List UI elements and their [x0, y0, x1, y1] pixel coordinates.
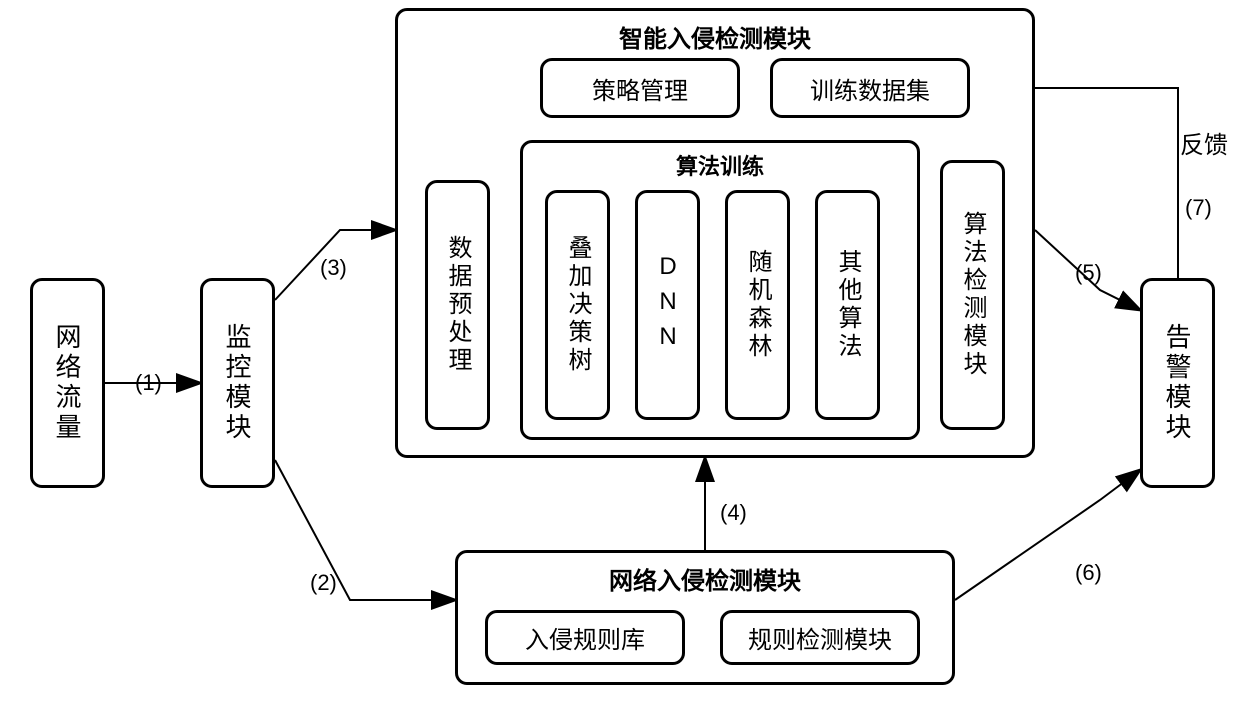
edge-label-5: (5): [1075, 260, 1102, 286]
node-stacked-tree-label: 叠加决策树: [560, 235, 595, 375]
node-algo-train-title: 算法训练: [676, 149, 764, 181]
node-dnn-label: DNN: [654, 253, 682, 358]
node-traffic: 网络流量: [30, 278, 105, 488]
node-train-dataset: 训练数据集: [770, 58, 970, 118]
node-algo-detect-label: 算法检测模块: [955, 211, 990, 379]
node-rule-lib-label: 入侵规则库: [525, 620, 645, 655]
edge-e6: [955, 470, 1140, 600]
edge-label-7-extra: 反馈: [1180, 125, 1228, 160]
node-stacked-tree: 叠加决策树: [545, 190, 610, 420]
node-alarm: 告警模块: [1140, 278, 1215, 488]
edge-label-3: (3): [320, 255, 347, 281]
node-rule-detect-label: 规则检测模块: [748, 620, 892, 655]
node-other-algo: 其他算法: [815, 190, 880, 420]
node-other-algo-label: 其他算法: [830, 249, 865, 361]
node-alarm-label: 告警模块: [1159, 323, 1196, 443]
node-traffic-label: 网络流量: [49, 323, 86, 443]
node-algo-detect: 算法检测模块: [940, 160, 1005, 430]
edge-label-4: (4): [720, 500, 747, 526]
edge-label-6: (6): [1075, 560, 1102, 586]
node-preprocess: 数据预处理: [425, 180, 490, 430]
node-monitor: 监控模块: [200, 278, 275, 488]
node-policy-mgmt: 策略管理: [540, 58, 740, 118]
node-preprocess-label: 数据预处理: [440, 235, 475, 375]
node-monitor-label: 监控模块: [219, 323, 256, 443]
edge-label-7: (7): [1185, 195, 1212, 221]
edge-e2: [275, 460, 455, 600]
node-random-forest: 随机森林: [725, 190, 790, 420]
node-rule-lib: 入侵规则库: [485, 610, 685, 665]
node-random-forest-label: 随机森林: [740, 249, 775, 361]
node-rule-detect: 规则检测模块: [720, 610, 920, 665]
node-policy-mgmt-label: 策略管理: [592, 71, 688, 106]
edge-label-1: (1): [135, 370, 162, 396]
edge-label-2: (2): [310, 570, 337, 596]
node-train-dataset-label: 训练数据集: [810, 71, 930, 106]
node-net-ids-module-title: 网络入侵检测模块: [609, 561, 801, 596]
node-dnn: DNN: [635, 190, 700, 420]
node-ids-module-title: 智能入侵检测模块: [619, 19, 811, 54]
